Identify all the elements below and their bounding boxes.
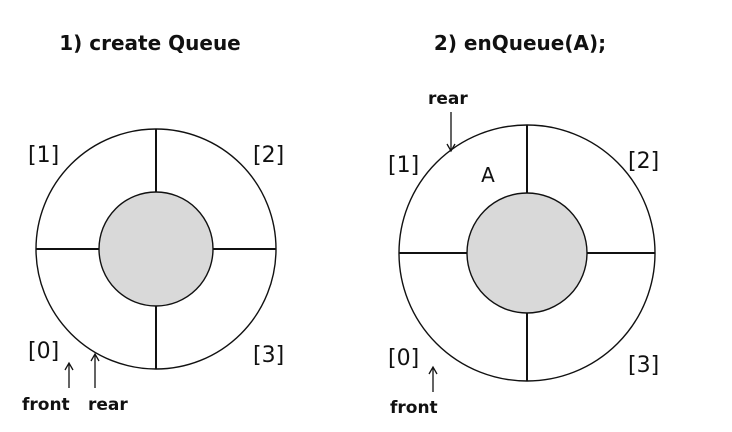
panel-create-queue: 1) create Queue [1] [2] [3] [0] front re… [22,31,284,415]
slot-label-1: [1] [388,153,419,178]
queue-hub [98,191,214,307]
front-pointer-label: front [390,398,438,418]
slot-label-2: [2] [628,149,659,174]
slot-label-3: [3] [253,343,284,368]
panel-enqueue: 2) enQueue(A); A [1] [2] [3] [0] rear fr… [388,31,659,418]
panel-title: 2) enQueue(A); [434,31,606,55]
slot-label-0: [0] [28,339,59,364]
panel-title: 1) create Queue [59,31,241,55]
rear-arrow [90,352,100,388]
slot-label-3: [3] [628,353,659,378]
slot-label-1: [1] [28,143,59,168]
front-pointer-label: front [22,395,70,415]
circular-queue [398,124,656,382]
slot-label-0: [0] [388,346,419,371]
circular-queue [35,128,277,370]
front-arrow [428,365,438,392]
queue-hub [466,192,588,314]
rear-arrow [446,112,456,153]
rear-pointer-label: rear [428,89,468,109]
queue-element-a: A [481,163,495,187]
front-arrow [64,361,74,388]
rear-pointer-label: rear [88,395,128,415]
slot-label-2: [2] [253,143,284,168]
